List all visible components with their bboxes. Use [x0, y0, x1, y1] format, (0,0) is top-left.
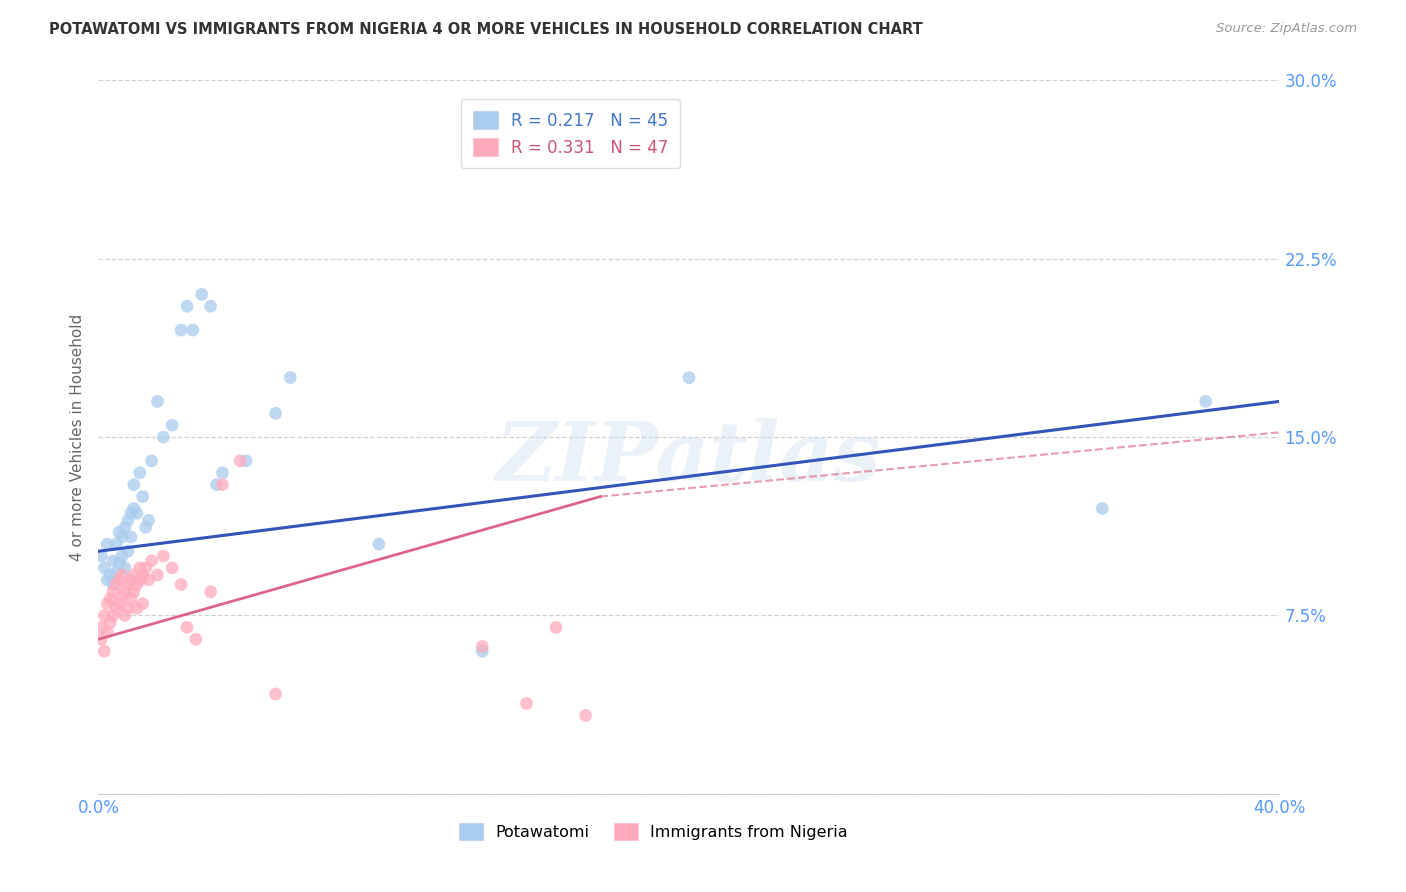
Point	[264, 406, 287, 420]
Point	[114, 520, 136, 534]
Point	[93, 561, 115, 575]
Point	[117, 544, 139, 558]
Point	[162, 418, 183, 433]
Point	[200, 584, 222, 599]
Point	[128, 573, 150, 587]
Point	[122, 501, 145, 516]
Point	[229, 454, 252, 468]
Point	[105, 601, 128, 615]
Legend: Potawatomi, Immigrants from Nigeria: Potawatomi, Immigrants from Nigeria	[453, 816, 855, 847]
Point	[1091, 501, 1114, 516]
Point	[138, 573, 160, 587]
Point	[181, 323, 204, 337]
Point	[117, 513, 139, 527]
Point	[108, 573, 131, 587]
Point	[90, 620, 112, 634]
Point	[132, 597, 155, 611]
Point	[176, 299, 198, 313]
Point	[111, 590, 134, 604]
Point	[125, 577, 148, 591]
Point	[98, 568, 121, 582]
Point	[93, 644, 115, 658]
Point	[117, 601, 139, 615]
Point	[125, 601, 148, 615]
Point	[141, 554, 163, 568]
Point	[105, 566, 128, 580]
Point	[135, 561, 157, 575]
Point	[184, 632, 207, 647]
Point	[120, 591, 142, 606]
Point	[96, 537, 118, 551]
Point	[108, 556, 131, 570]
Point	[122, 477, 145, 491]
Point	[103, 584, 125, 599]
Point	[120, 573, 142, 587]
Text: POTAWATOMI VS IMMIGRANTS FROM NIGERIA 4 OR MORE VEHICLES IN HOUSEHOLD CORRELATIO: POTAWATOMI VS IMMIGRANTS FROM NIGERIA 4 …	[49, 22, 922, 37]
Point	[200, 299, 222, 313]
Point	[170, 577, 193, 591]
Point	[191, 287, 214, 301]
Point	[111, 568, 134, 582]
Point	[264, 687, 287, 701]
Point	[128, 466, 150, 480]
Point	[235, 454, 257, 468]
Point	[162, 561, 183, 575]
Point	[117, 577, 139, 591]
Point	[141, 454, 163, 468]
Point	[105, 577, 128, 591]
Point	[575, 708, 598, 723]
Point	[205, 477, 228, 491]
Point	[471, 640, 494, 654]
Point	[1195, 394, 1218, 409]
Point	[108, 597, 131, 611]
Point	[146, 394, 169, 409]
Point	[90, 632, 112, 647]
Point	[368, 537, 391, 551]
Point	[471, 644, 494, 658]
Point	[111, 549, 134, 563]
Point	[103, 577, 125, 591]
Point	[90, 549, 112, 563]
Point	[152, 549, 174, 563]
Point	[103, 554, 125, 568]
Point	[135, 520, 157, 534]
Point	[138, 513, 160, 527]
Point	[114, 584, 136, 599]
Point	[111, 530, 134, 544]
Point	[108, 525, 131, 540]
Point	[96, 597, 118, 611]
Point	[170, 323, 193, 337]
Point	[211, 477, 233, 491]
Point	[96, 573, 118, 587]
Point	[105, 537, 128, 551]
Point	[96, 625, 118, 640]
Point	[93, 608, 115, 623]
Point	[114, 561, 136, 575]
Point	[122, 584, 145, 599]
Point	[146, 568, 169, 582]
Text: Source: ZipAtlas.com: Source: ZipAtlas.com	[1216, 22, 1357, 36]
Point	[103, 608, 125, 623]
Point	[211, 466, 233, 480]
Point	[176, 620, 198, 634]
Text: ZIPatlas: ZIPatlas	[496, 418, 882, 499]
Point	[152, 430, 174, 444]
Point	[120, 506, 142, 520]
Point	[546, 620, 568, 634]
Point	[114, 608, 136, 623]
Y-axis label: 4 or more Vehicles in Household: 4 or more Vehicles in Household	[69, 313, 84, 561]
Point	[280, 370, 302, 384]
Point	[98, 591, 121, 606]
Point	[132, 568, 155, 582]
Point	[128, 561, 150, 575]
Point	[98, 615, 121, 630]
Point	[122, 568, 145, 582]
Point	[678, 370, 700, 384]
Point	[132, 490, 155, 504]
Point	[125, 506, 148, 520]
Point	[120, 530, 142, 544]
Point	[516, 697, 538, 711]
